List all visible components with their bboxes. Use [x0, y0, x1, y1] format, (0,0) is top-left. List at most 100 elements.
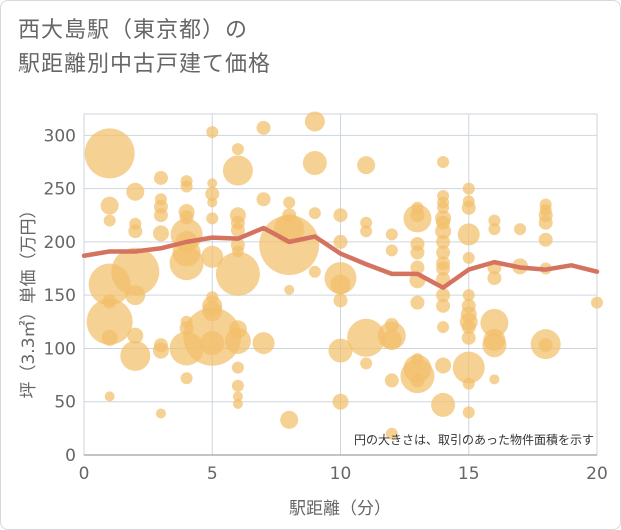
bubble-point — [437, 321, 450, 334]
bubble-point — [384, 373, 399, 388]
bubble-point — [333, 293, 348, 308]
bubble-point — [539, 203, 552, 216]
bubble-point — [222, 155, 253, 186]
y-tick-label: 200 — [44, 233, 76, 253]
bubble-point — [437, 155, 450, 168]
bubble-point — [283, 196, 296, 209]
bubble-point — [360, 357, 373, 370]
bubble-point — [461, 298, 476, 313]
bubble-point — [332, 393, 349, 410]
bubble-point — [155, 408, 166, 419]
bubble-point — [347, 318, 386, 357]
bubble-point — [410, 260, 425, 275]
bubble-point — [231, 143, 244, 156]
bubble-point — [452, 351, 485, 384]
bubble-point — [205, 186, 220, 201]
bubble-point — [462, 195, 475, 208]
bubble-point — [360, 216, 373, 229]
bubble-point — [436, 245, 451, 260]
bubble-point — [462, 377, 475, 390]
bubble-point — [230, 223, 245, 238]
bubble-point — [487, 271, 502, 286]
bubble-point — [207, 178, 218, 189]
bubble-point — [101, 329, 118, 346]
bubble-point — [328, 338, 353, 363]
chart-title-line-1: 西大島駅（東京都）の — [18, 18, 249, 43]
bubble-point — [302, 151, 327, 176]
bubble-point — [252, 332, 275, 355]
x-tick-label: 5 — [207, 464, 218, 484]
x-tick-label: 20 — [586, 464, 608, 484]
bubble-point — [308, 207, 321, 220]
bubble-point — [538, 215, 553, 230]
bubble-point — [488, 214, 501, 227]
grid-lines — [83, 113, 598, 456]
bubble-point — [103, 214, 116, 227]
bubble-point — [436, 288, 451, 303]
bubble-point — [259, 215, 320, 276]
chart-title-line-2: 駅距離別中古戸建て価格 — [18, 52, 272, 77]
bubble-point — [488, 223, 501, 236]
bubble-point — [410, 245, 425, 260]
bubble-point — [461, 320, 476, 335]
bubble-point — [333, 208, 348, 223]
bubble-point — [333, 234, 348, 249]
bubble-point — [180, 315, 193, 328]
bubble-point — [232, 398, 243, 409]
bubble-point — [200, 331, 225, 356]
y-tick-label: 100 — [44, 339, 76, 359]
bubble-point — [104, 391, 115, 402]
bubble-point — [280, 410, 299, 429]
trend-line — [81, 225, 600, 290]
bubble-point — [231, 361, 244, 374]
bubble-point — [206, 212, 219, 225]
bubble-point — [228, 320, 247, 339]
bubble-point — [330, 274, 351, 295]
bubble-point — [153, 338, 168, 353]
y-tick-label: 50 — [54, 393, 76, 413]
y-tick-label: 250 — [44, 180, 76, 200]
bubble-point — [437, 201, 450, 214]
x-tick-label: 15 — [458, 464, 480, 484]
bubble-point — [179, 210, 194, 225]
bubble-point — [411, 201, 424, 214]
bubble-point — [206, 291, 219, 304]
bubble-point — [462, 182, 475, 195]
bubble-point — [457, 223, 480, 246]
bubble-point — [231, 379, 244, 392]
y-tick-label: 300 — [44, 126, 76, 146]
y-tick-label: 0 — [65, 446, 76, 466]
x-tick-label: 10 — [330, 464, 352, 484]
y-tick-label: 150 — [44, 286, 76, 306]
bubble-point — [514, 223, 527, 236]
bubble-series — [84, 111, 603, 440]
bubble-point — [153, 208, 168, 223]
bubble-point — [410, 295, 425, 310]
bubble-point — [215, 251, 260, 296]
y-axis-label: 坪（3.3㎡）単価（万円） — [19, 201, 39, 398]
bubble-size-note: 円の大きさは、取引のあった物件面積を示す — [354, 432, 594, 447]
bubble-point — [125, 285, 146, 306]
bubble-point — [385, 427, 398, 440]
bubble-point — [284, 284, 295, 295]
bubble-point — [385, 228, 398, 241]
bubble-point — [231, 245, 244, 258]
bubble-point — [384, 317, 399, 332]
bubble-point — [152, 225, 169, 242]
bubble-point — [411, 353, 424, 366]
bubble-point — [385, 244, 398, 257]
bubble-point — [102, 294, 117, 309]
bubble-point — [88, 263, 131, 306]
bubble-point — [154, 193, 167, 206]
bubble-point — [169, 331, 204, 366]
bubble-point — [403, 354, 432, 383]
bubble-point — [206, 126, 219, 139]
bubble-point — [591, 296, 603, 309]
chart-title: 西大島駅（東京都）の 駅距離別中古戸建て価格 — [18, 14, 578, 82]
bubble-point — [202, 301, 223, 322]
bubble-point — [256, 120, 271, 135]
bubble-point — [436, 215, 451, 230]
bubble-point — [282, 208, 297, 223]
